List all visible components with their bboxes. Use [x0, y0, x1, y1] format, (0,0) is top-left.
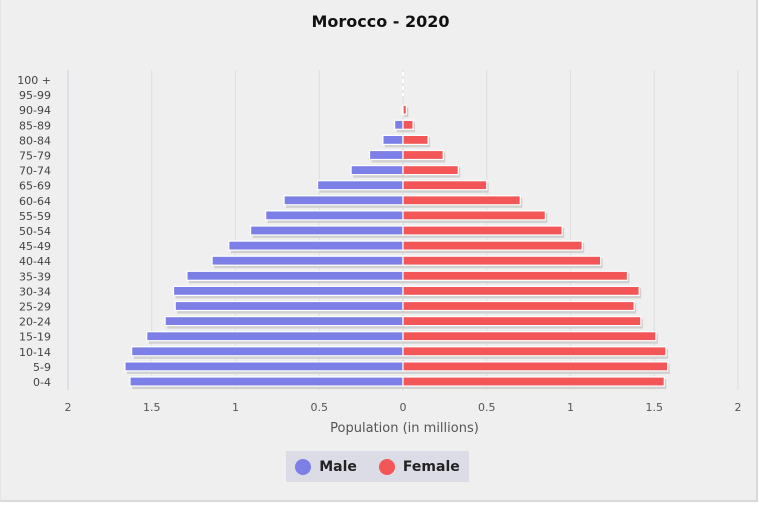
female-bar [402, 210, 546, 221]
male-bar [131, 346, 404, 357]
y-tick-label: 25-29 [19, 301, 51, 314]
male-bar [129, 376, 404, 387]
legend-item-female[interactable]: Female [378, 458, 460, 475]
male-bar [186, 270, 404, 281]
male-bar [211, 255, 404, 266]
female-bar [402, 285, 640, 296]
y-tick-label: 20-24 [19, 316, 51, 329]
x-tick-label: 0 [400, 401, 407, 414]
male-bar [394, 119, 404, 130]
x-tick-label: 1 [567, 401, 574, 414]
female-bar [402, 316, 642, 327]
legend: Male Female [286, 451, 469, 482]
male-bar [316, 180, 404, 191]
male-bar [382, 134, 404, 145]
x-tick-label: 0.5 [478, 401, 496, 414]
female-bar [402, 195, 521, 206]
y-tick-label: 90-94 [19, 104, 51, 117]
y-tick-label: 30-34 [19, 285, 51, 298]
x-tick-label: 2 [65, 401, 72, 414]
female-bar [402, 165, 459, 176]
female-legend-marker [378, 458, 395, 475]
male-bar [228, 240, 404, 251]
x-tick-label: 1.5 [646, 401, 664, 414]
y-tick-label: 100 + [17, 74, 51, 87]
female-bar [402, 240, 583, 251]
y-tick-label: 85-89 [19, 119, 51, 132]
female-bar [402, 361, 669, 372]
y-tick-label: 65-69 [19, 180, 51, 193]
male-bar [249, 225, 404, 236]
male-bar [350, 165, 404, 176]
male-bar [174, 300, 404, 312]
legend-label-female: Female [402, 458, 460, 475]
female-bar [402, 376, 665, 387]
female-bar [402, 255, 602, 266]
chart-title: Morocco - 2020 [311, 12, 450, 31]
y-tick-label: 55-59 [19, 210, 51, 223]
legend-item-male[interactable]: Male [295, 458, 357, 475]
y-tick-label: 40-44 [19, 255, 51, 268]
legend-label-male: Male [319, 458, 357, 475]
y-tick-label: 35-39 [19, 270, 51, 283]
female-bar [402, 331, 657, 342]
male-bar [368, 149, 404, 161]
x-axis-label: Population (in millions) [330, 421, 479, 436]
female-bar [402, 300, 635, 312]
male-bar [265, 210, 404, 221]
female-bar [402, 270, 629, 281]
female-bar [402, 346, 667, 357]
y-tick-label: 80-84 [19, 134, 51, 147]
male-legend-marker [295, 458, 312, 475]
x-tick-label: 2 [735, 401, 742, 414]
female-bar [402, 134, 429, 145]
y-tick-label: 70-74 [19, 165, 51, 178]
female-bar [402, 119, 414, 130]
x-tick-label: 0.5 [311, 401, 329, 414]
y-tick-label: 0-4 [33, 376, 51, 389]
male-bar [124, 361, 404, 372]
female-bar [402, 180, 488, 191]
y-tick-label: 60-64 [19, 195, 51, 208]
y-tick-label: 10-14 [19, 346, 51, 359]
y-tick-label: 75-79 [19, 150, 51, 163]
x-tick-label: 1 [232, 401, 239, 414]
y-tick-label: 45-49 [19, 240, 51, 253]
female-bar [402, 149, 444, 161]
y-tick-label: 15-19 [19, 331, 51, 344]
male-bar [283, 195, 404, 206]
y-tick-label: 95-99 [19, 89, 51, 102]
male-bar [164, 316, 404, 327]
male-bar [172, 285, 404, 296]
female-bar [402, 225, 563, 236]
y-tick-label: 5-9 [33, 361, 51, 374]
male-bar [146, 331, 404, 342]
female-bar [402, 104, 407, 115]
y-tick-label: 50-54 [19, 225, 51, 238]
x-tick-label: 1.5 [143, 401, 161, 414]
